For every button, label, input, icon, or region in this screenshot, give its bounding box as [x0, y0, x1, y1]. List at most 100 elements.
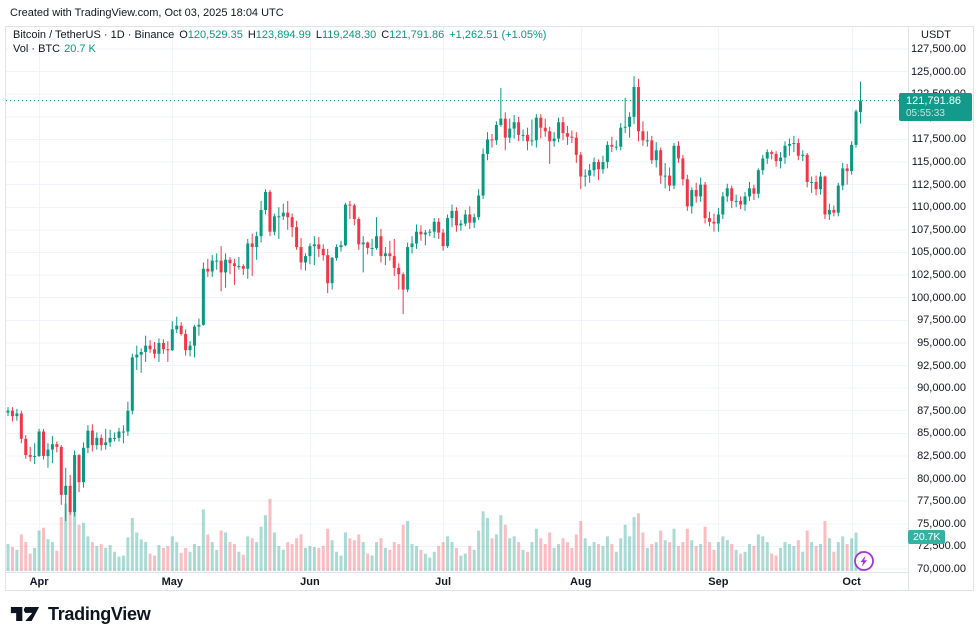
candle-body [419, 231, 423, 235]
open-value: 120,529.35 [187, 29, 243, 41]
candle-body [64, 485, 68, 495]
volume-bar [792, 545, 796, 571]
volume-bar [819, 544, 823, 571]
price-tick-label: 75,000.00 [917, 517, 966, 530]
candle-body [583, 175, 587, 177]
volume-bar [139, 539, 143, 571]
volume-bar [277, 545, 281, 571]
volume-bar [477, 530, 481, 571]
currency-label: USDT [921, 29, 951, 41]
candle-body [752, 188, 756, 194]
volume-bar [121, 555, 125, 571]
volume-bar [659, 530, 663, 571]
volume-bar [632, 517, 636, 571]
volume-bar [756, 534, 760, 571]
lightning-icon[interactable] [853, 550, 875, 572]
price-tick-label: 100,000.00 [910, 291, 966, 304]
candle-body [255, 236, 259, 248]
candle-body [557, 122, 561, 139]
candle-body [157, 342, 161, 354]
candle-body [55, 444, 59, 447]
volume-bar [19, 534, 23, 571]
candle-body [401, 274, 405, 290]
candle-body [117, 431, 121, 438]
candle-body [379, 236, 383, 257]
volume-bar [423, 553, 427, 571]
volume-bar [525, 551, 529, 571]
volume-bar [454, 547, 458, 571]
volume-bar [761, 536, 765, 571]
volume-bar [703, 526, 707, 571]
volume-bar [250, 538, 254, 571]
volume-bar [796, 540, 800, 571]
candle-body [437, 221, 441, 233]
volume-bar [104, 547, 108, 571]
volume-bar [805, 530, 809, 571]
candle-body [210, 260, 214, 272]
volume-bar [636, 513, 640, 571]
volume-bar [237, 551, 241, 571]
candle-body [6, 410, 10, 413]
candle-body [841, 168, 845, 186]
candle-body [685, 179, 689, 207]
candle-body [388, 253, 392, 257]
candle-body [850, 144, 854, 172]
volume-bar [605, 536, 609, 571]
volume-bar [801, 551, 805, 571]
volume-bar [548, 532, 552, 571]
volume-bar [708, 542, 712, 571]
price-tick-label: 95,000.00 [917, 336, 966, 349]
volume-bar [206, 534, 210, 571]
candle-body [525, 134, 529, 142]
candle-body [734, 200, 738, 202]
volume-bar [77, 524, 81, 571]
volume-bar [192, 544, 196, 571]
volume-bar [46, 539, 50, 571]
candle-body [201, 268, 205, 325]
candle-body [446, 218, 450, 247]
candle-body [690, 190, 694, 207]
volume-bar [619, 538, 623, 571]
volume-bar [712, 549, 716, 571]
volume-bar [441, 542, 445, 571]
volume-bar [419, 549, 423, 571]
price-tick-label: 90,000.00 [917, 382, 966, 395]
volume-bar [73, 505, 77, 571]
volume-bar [6, 544, 10, 571]
candle-body [281, 212, 285, 217]
volume-bar [597, 544, 601, 571]
tradingview-logo[interactable]: TradingView [10, 603, 151, 625]
candle-body [548, 131, 552, 142]
volume-bar [672, 528, 676, 571]
volume-bar [690, 540, 694, 571]
symbol-title[interactable]: Bitcoin / TetherUS · 1D · Binance [13, 29, 175, 41]
candle-body [268, 191, 272, 232]
volume-bar [86, 536, 90, 571]
candle-body [321, 248, 325, 256]
volume-bar [783, 542, 787, 571]
volume-bar [268, 498, 272, 571]
candle-body [579, 154, 583, 177]
candle-body [228, 259, 232, 264]
volume-bar [330, 540, 334, 571]
change-value: +1,262.51 (+1.05%) [449, 29, 547, 41]
volume-bar [10, 546, 14, 571]
candle-body [272, 216, 276, 232]
candle-body [676, 145, 680, 159]
volume-bar [326, 528, 330, 571]
candle-body [574, 137, 578, 155]
candle-body [397, 267, 401, 275]
candle-body [610, 144, 614, 147]
candle-body [614, 146, 618, 148]
candle-body [681, 158, 685, 180]
volume-bar [583, 538, 587, 571]
candle-body [188, 345, 192, 351]
volume-bar [317, 547, 321, 571]
candle-body [636, 86, 640, 132]
volume-bar [312, 546, 316, 571]
volume-bar [481, 511, 485, 571]
price-tick-label: 102,500.00 [910, 269, 966, 282]
volume-bar [135, 532, 139, 571]
candle-body [641, 131, 645, 141]
